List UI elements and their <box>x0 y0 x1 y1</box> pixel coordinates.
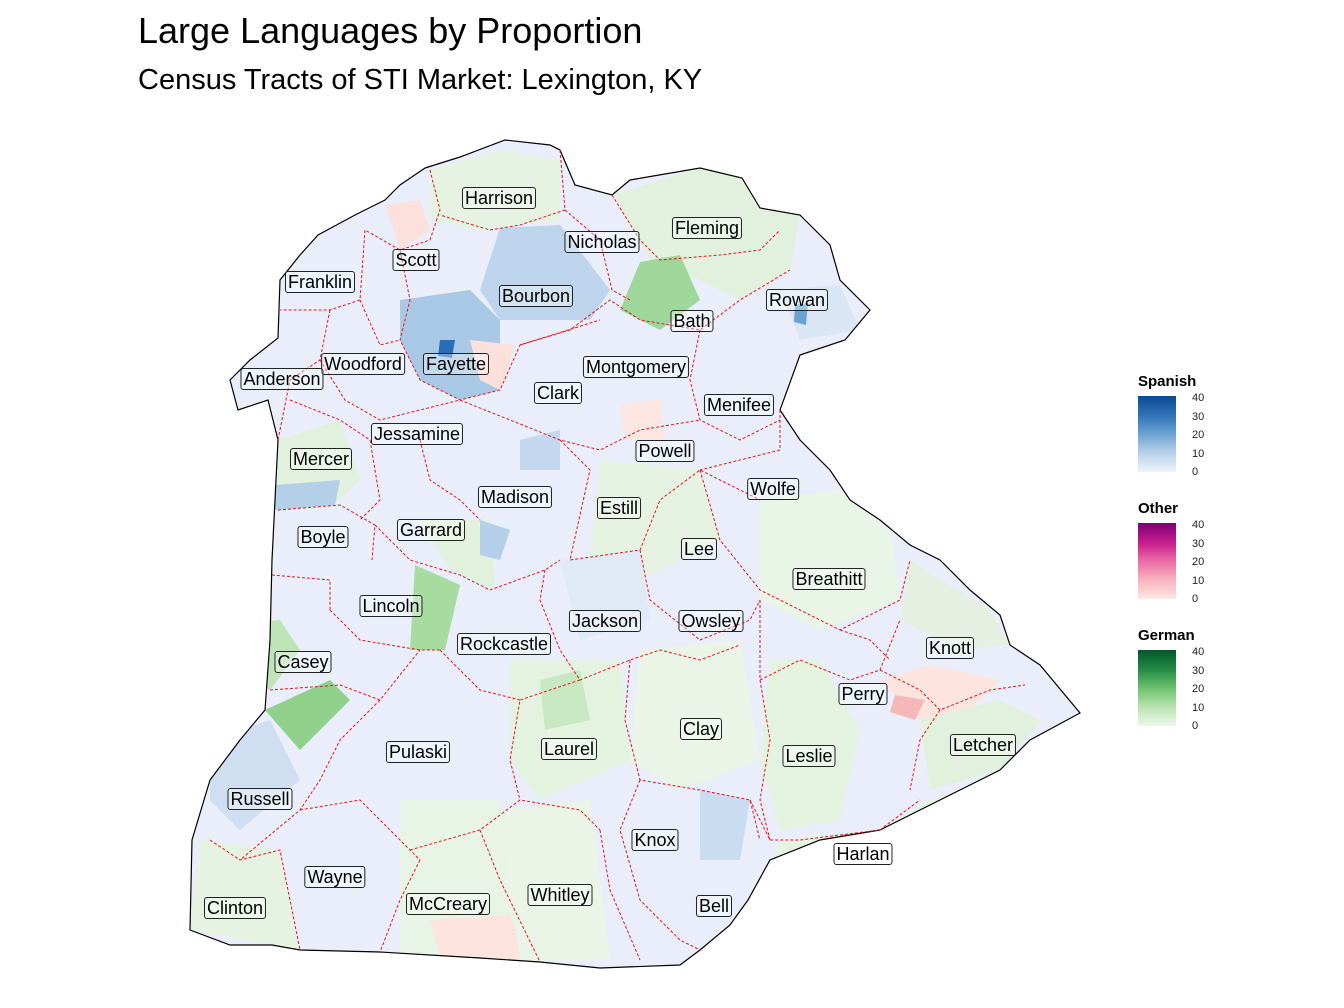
county-label-breathitt: Breathitt <box>792 568 866 590</box>
county-label-rowan: Rowan <box>765 289 829 311</box>
county-label-wolfe: Wolfe <box>747 478 799 500</box>
legend-colorbar <box>1138 396 1176 472</box>
legend-tick: 0 <box>1192 593 1199 605</box>
map-subtitle: Census Tracts of STI Market: Lexington, … <box>138 64 703 96</box>
legend-tick: 10 <box>1192 447 1205 460</box>
county-label-russell: Russell <box>227 788 293 810</box>
county-label-anderson: Anderson <box>240 368 324 390</box>
county-label-jackson: Jackson <box>568 610 642 632</box>
county-label-clark: Clark <box>533 382 583 404</box>
legend-title: Spanish <box>1138 373 1197 390</box>
county-label-knott: Knott <box>925 637 975 659</box>
county-label-madison: Madison <box>477 486 553 508</box>
county-label-clay: Clay <box>679 718 723 740</box>
legend-tick: 30 <box>1192 410 1205 423</box>
county-label-harrison: Harrison <box>461 187 537 209</box>
county-label-fleming: Fleming <box>671 217 743 239</box>
county-label-whitley: Whitley <box>527 884 593 906</box>
legend-colorbar <box>1138 523 1176 599</box>
county-label-casey: Casey <box>274 651 332 673</box>
county-label-boyle: Boyle <box>297 526 349 548</box>
county-label-harlan: Harlan <box>833 843 893 865</box>
legend-title: Other <box>1138 500 1179 517</box>
county-label-nicholas: Nicholas <box>564 231 640 253</box>
legend-tick: 40 <box>1192 392 1205 404</box>
county-label-rockcastle: Rockcastle <box>456 633 552 655</box>
county-label-wayne: Wayne <box>304 866 366 888</box>
legend-tick: 40 <box>1192 646 1205 658</box>
county-label-clinton: Clinton <box>203 897 267 919</box>
county-label-lincoln: Lincoln <box>359 595 423 617</box>
county-label-estill: Estill <box>596 497 642 519</box>
legend-tick: 10 <box>1192 701 1205 714</box>
county-label-powell: Powell <box>635 440 695 462</box>
county-label-scott: Scott <box>392 249 440 271</box>
legend-spanish: Spanish 40 30 20 10 0 <box>1138 373 1204 478</box>
county-label-mercer: Mercer <box>289 448 353 470</box>
legend-tick: 10 <box>1192 574 1205 587</box>
legend-tick: 20 <box>1192 683 1205 695</box>
legend-tick: 30 <box>1192 664 1205 677</box>
county-label-bath: Bath <box>670 310 714 332</box>
county-label-letcher: Letcher <box>949 734 1017 756</box>
legend-tick: 0 <box>1192 466 1199 478</box>
legend-title: German <box>1138 627 1195 644</box>
county-label-mccreary: McCreary <box>405 893 491 915</box>
county-label-lee: Lee <box>680 538 718 560</box>
legend-tick: 40 <box>1192 519 1205 531</box>
county-label-bell: Bell <box>695 895 733 917</box>
legend-tick: 20 <box>1192 556 1205 568</box>
legend-tick: 0 <box>1192 720 1199 732</box>
map-title: Large Languages by Proportion <box>138 10 643 51</box>
county-boundaries <box>209 149 1026 963</box>
county-label-owsley: Owsley <box>678 610 744 632</box>
county-label-fayette: Fayette <box>422 353 490 375</box>
county-label-laurel: Laurel <box>540 738 598 760</box>
county-label-jessamine: Jessamine <box>370 423 464 445</box>
legend-colorbar <box>1138 650 1176 726</box>
county-label-pulaski: Pulaski <box>385 741 451 763</box>
county-label-garrard: Garrard <box>396 519 466 541</box>
legend-german: German 40 30 20 10 0 <box>1138 627 1204 732</box>
legend-tick: 30 <box>1192 537 1205 550</box>
county-label-woodford: Woodford <box>321 353 405 375</box>
county-label-menifee: Menifee <box>703 394 775 416</box>
county-label-perry: Perry <box>838 683 888 705</box>
county-label-bourbon: Bourbon <box>498 285 574 307</box>
legend-other: Other 40 30 20 10 0 <box>1138 500 1204 605</box>
county-label-montgomery: Montgomery <box>582 356 690 378</box>
county-label-leslie: Leslie <box>782 745 836 767</box>
county-label-franklin: Franklin <box>284 271 356 293</box>
county-label-knox: Knox <box>631 829 679 851</box>
legend-tick: 20 <box>1192 429 1205 441</box>
